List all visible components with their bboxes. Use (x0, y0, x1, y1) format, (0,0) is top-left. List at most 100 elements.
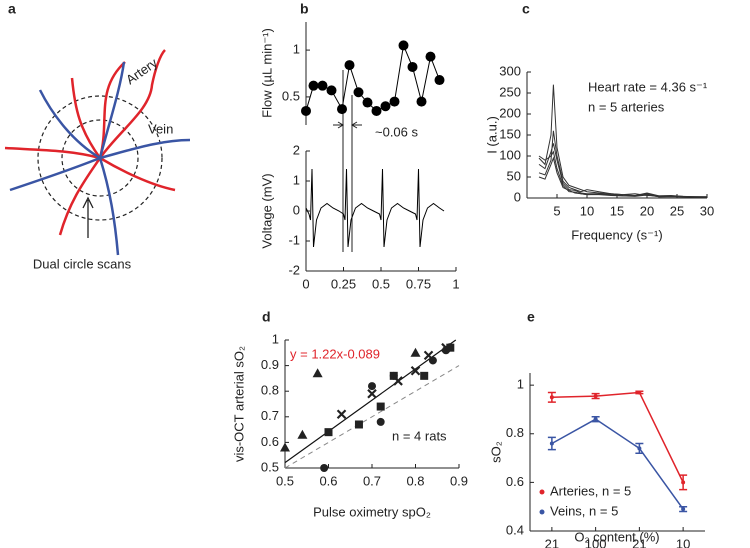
marker (389, 371, 398, 380)
artery (70, 77, 102, 159)
marker (336, 409, 347, 420)
marker (368, 382, 376, 391)
y-axis-label: sO₂ (488, 441, 503, 463)
y-tick-label: 0.6 (261, 434, 279, 449)
point (371, 105, 382, 116)
line (305, 168, 445, 248)
annotation: Heart rate = 4.36 s⁻¹ (588, 79, 708, 94)
point (593, 394, 598, 399)
line (538, 156, 707, 198)
y-tick-label: 0.5 (261, 459, 279, 474)
marker (393, 376, 403, 386)
x-tick-label: 0.5 (276, 473, 294, 488)
marker (446, 343, 455, 352)
point (380, 101, 391, 112)
fit-line (284, 339, 457, 464)
identity-line (284, 365, 460, 469)
point (389, 96, 400, 107)
legend-marker (539, 509, 545, 515)
point (416, 96, 427, 107)
point (398, 40, 409, 51)
point (407, 61, 418, 72)
annotation: ~0.06 s (375, 124, 419, 139)
line (551, 418, 684, 510)
point (549, 441, 554, 446)
marker (297, 429, 308, 439)
panel-label: d (262, 309, 271, 325)
x-tick-label: 0.7 (363, 473, 381, 488)
y-tick-label: 100 (499, 147, 521, 162)
line (538, 143, 708, 198)
legend-label: Veins, n = 5 (550, 503, 618, 518)
y-tick-label: 0 (293, 202, 300, 217)
y-tick-label: 0.4 (506, 522, 524, 537)
vein (38, 89, 101, 160)
panel-label: e (527, 309, 535, 325)
y-axis-label: Flow (µL min⁻¹) (259, 28, 274, 118)
artery (58, 157, 102, 236)
vein (99, 138, 191, 160)
x-tick-label: 25 (670, 203, 684, 218)
point (593, 417, 598, 422)
caption-arrow (82, 196, 94, 238)
y-tick-label: 1 (517, 377, 524, 392)
x-tick-label: 0 (302, 276, 309, 291)
marker (410, 365, 421, 376)
lag-marker (333, 70, 362, 252)
x-tick-label: 5 (553, 203, 560, 218)
x-axis-label: O₂ content (%) (574, 529, 659, 544)
y-tick-label: 1 (293, 42, 300, 57)
diagram: a Artery Vein Dual circle scans (4, 1, 191, 271)
point (549, 395, 554, 400)
y-tick-label: 0.8 (506, 425, 524, 440)
marker (324, 428, 333, 437)
marker (376, 402, 385, 411)
vein (9, 156, 101, 192)
y-tick-label: -2 (288, 262, 300, 277)
point (326, 85, 337, 96)
line (305, 43, 440, 112)
point (317, 80, 328, 91)
x-tick-label: 0.8 (406, 473, 424, 488)
y-tick-label: 0.8 (261, 383, 279, 398)
x-axis-label: Frequency (s⁻¹) (571, 227, 662, 242)
x-tick-label: 21 (545, 536, 559, 548)
vein (98, 157, 120, 256)
marker (312, 368, 323, 378)
point (344, 60, 355, 71)
scan-circle (37, 95, 163, 221)
y-axis-label: Voltage (mV) (259, 173, 274, 248)
x-tick-label: 10 (676, 536, 690, 548)
y-tick-label: -1 (288, 232, 300, 247)
marker (376, 417, 385, 426)
x-tick-label: 0.25 (331, 276, 356, 291)
y-tick-label: 0.5 (282, 88, 300, 103)
annotation: n = 5 arteries (588, 99, 665, 114)
y-tick-label: 2 (293, 142, 300, 157)
x-tick-label: 20 (640, 203, 654, 218)
artery (99, 156, 176, 192)
y-tick-label: 150 (499, 126, 521, 141)
x-tick-label: 10 (580, 203, 594, 218)
point (337, 104, 347, 115)
annotation: n = 4 rats (392, 428, 447, 443)
artery (98, 49, 166, 159)
vein-label: Vein (148, 121, 173, 136)
panel-label: a (8, 1, 16, 17)
x-tick-label: 100 (585, 536, 607, 548)
point (353, 87, 364, 98)
point (681, 480, 686, 485)
marker (367, 388, 377, 399)
point (637, 390, 642, 395)
x-tick-label: 30 (700, 203, 714, 218)
caption: Dual circle scans (33, 256, 132, 271)
scan-circle (61, 119, 139, 197)
panel-label: c (522, 1, 530, 17)
y-tick-label: 0.6 (506, 474, 524, 489)
y-tick-label: 1 (272, 331, 279, 346)
point (425, 51, 436, 62)
point (434, 75, 445, 86)
line (538, 130, 707, 198)
y-tick-label: 0 (514, 189, 521, 204)
